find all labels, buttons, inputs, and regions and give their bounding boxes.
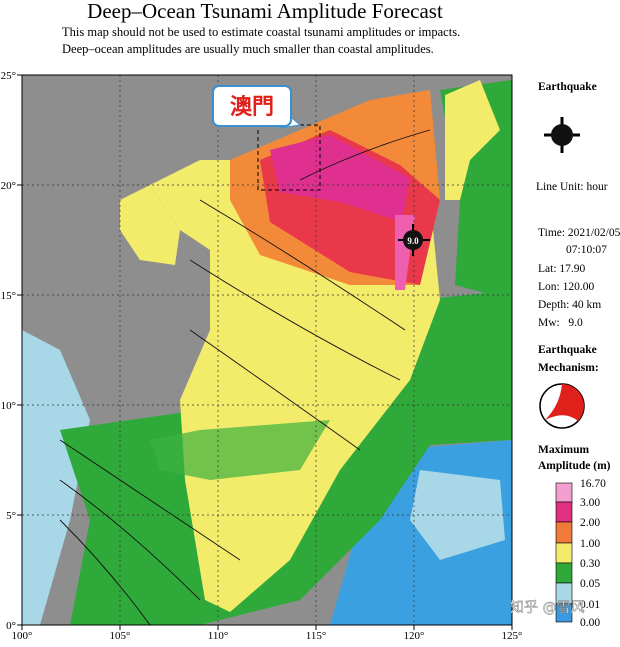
- epicenter-label: 9.0: [407, 236, 419, 246]
- scale-label: 0.00: [580, 617, 600, 629]
- x-tick-label: 110°: [208, 630, 229, 642]
- scale-label: 1.00: [580, 538, 600, 550]
- sidebar-heading: Earthquake: [538, 81, 597, 93]
- lon: Lon: 120.00: [538, 281, 594, 293]
- scale-segment: [555, 521, 573, 544]
- x-tick-label: 115°: [306, 630, 327, 642]
- scale-label: 0.01: [580, 599, 600, 611]
- shallow-sea: [22, 330, 90, 625]
- mechanism-title: Earthquake: [538, 344, 597, 356]
- y-tick-label: 15°: [1, 290, 16, 302]
- title: Deep–Ocean Tsunami Amplitude Forecast: [87, 0, 443, 23]
- map-frame: [21, 74, 513, 626]
- axis-ticks: 100° 105° 110° 115° 120° 125° 0° 5° 10° 15° 20° 25°: [1, 70, 523, 642]
- scale-label: 2.00: [580, 517, 600, 529]
- note: This map should not be used to estimate …: [62, 25, 460, 39]
- legend-title: Maximum: [538, 444, 590, 456]
- y-tick-label: 5°: [6, 510, 16, 522]
- sea-yellow: [445, 80, 500, 200]
- sidebar: Earthquake Line Unit: hour Time: 2021/02…: [536, 81, 620, 629]
- scale-label: 0.05: [580, 578, 600, 590]
- depth: Depth: 40 km: [538, 299, 601, 311]
- scale-segment: [555, 501, 573, 523]
- legend-title: Amplitude (m): [538, 460, 611, 472]
- map: 澳門 9.0: [21, 74, 513, 626]
- graticule: [22, 75, 512, 625]
- scale-segment: [555, 603, 573, 623]
- color-scale: 16.70 3.00 2.00 1.00 0.30 0.05 0.01 0.00: [555, 478, 606, 629]
- scale-segment: [555, 562, 573, 584]
- callout: [212, 85, 292, 127]
- time: 07:10:07: [566, 244, 607, 256]
- sea-magenta: [270, 135, 410, 222]
- x-tick-label: 120°: [404, 630, 425, 642]
- note: Deep–ocean amplitudes are usually much s…: [62, 42, 434, 56]
- epicenter: 9.0: [398, 224, 430, 256]
- y-tick-label: 10°: [1, 400, 16, 412]
- y-tick-label: 0°: [6, 620, 16, 632]
- mechanism-title: Mechanism:: [538, 362, 599, 374]
- scale-label: 0.30: [580, 558, 600, 570]
- beach-ball: [539, 383, 585, 429]
- line-unit: Line Unit: hour: [536, 181, 608, 193]
- scale-label: 16.70: [580, 478, 606, 490]
- callout-text: 澳門: [230, 94, 274, 120]
- contours: [59, 129, 431, 625]
- watermark: 知乎 @雪风: [510, 599, 584, 616]
- x-tick-label: 100°: [12, 630, 33, 642]
- sea-yellow: [120, 185, 180, 265]
- x-tick-label: 105°: [110, 630, 131, 642]
- x-tick-label: 125°: [502, 630, 523, 642]
- scale-segment: [555, 542, 573, 564]
- magnitude: Mw: 9.0: [538, 317, 583, 329]
- sea-green: [150, 420, 330, 480]
- lat: Lat: 17.90: [538, 263, 586, 275]
- y-tick-label: 25°: [1, 70, 16, 82]
- scale-segment: [555, 482, 573, 503]
- time: Time: 2021/02/05: [538, 227, 620, 239]
- scale-label: 3.00: [580, 497, 600, 509]
- y-tick-label: 20°: [1, 180, 16, 192]
